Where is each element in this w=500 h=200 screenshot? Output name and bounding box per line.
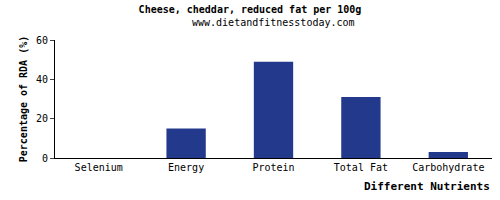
svg-text:Percentage of RDA (%): Percentage of RDA (%) bbox=[18, 36, 29, 162]
svg-text:Protein: Protein bbox=[252, 162, 294, 173]
svg-text:Energy: Energy bbox=[168, 162, 204, 173]
svg-text:40: 40 bbox=[36, 74, 48, 85]
svg-text:Cheese, cheddar, reduced fat p: Cheese, cheddar, reduced fat per 100g bbox=[139, 4, 362, 15]
svg-text:www.dietandfitnesstoday.com: www.dietandfitnesstoday.com bbox=[192, 17, 355, 28]
svg-text:Different Nutrients: Different Nutrients bbox=[364, 180, 490, 193]
svg-text:0: 0 bbox=[42, 153, 48, 164]
svg-text:60: 60 bbox=[36, 35, 48, 46]
svg-text:Carbohydrate: Carbohydrate bbox=[412, 162, 484, 173]
svg-text:Selenium: Selenium bbox=[75, 162, 123, 173]
svg-text:20: 20 bbox=[36, 113, 48, 124]
svg-text:Total Fat: Total Fat bbox=[334, 162, 388, 173]
